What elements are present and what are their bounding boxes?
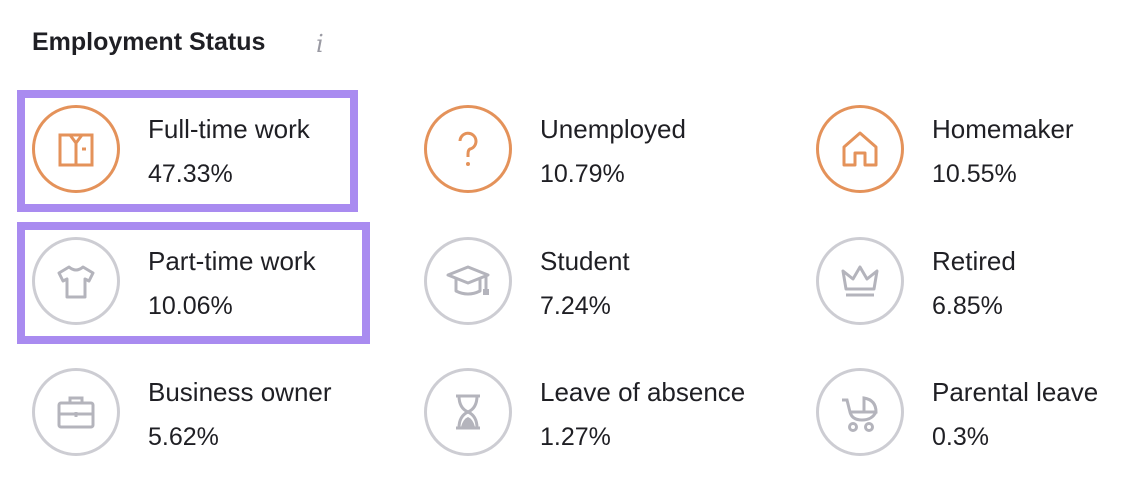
highlight-box-part-time <box>17 222 370 344</box>
status-percent: 1.27% <box>540 423 611 451</box>
info-icon[interactable]: i <box>316 30 324 58</box>
icon-circle <box>424 368 512 456</box>
shirt-icon <box>58 133 94 167</box>
status-percent: 6.85% <box>932 292 1003 320</box>
status-label: Part-time work <box>148 246 316 276</box>
status-label: Full-time work <box>148 114 310 144</box>
status-item: Leave of absence 1.27% <box>410 359 790 469</box>
briefcase-icon <box>57 396 95 429</box>
icon-circle <box>816 105 904 193</box>
status-percent: 10.06% <box>148 292 233 320</box>
status-percent: 7.24% <box>540 292 611 320</box>
tshirt-icon <box>57 265 95 299</box>
crown-icon <box>841 265 879 297</box>
status-label: Homemaker <box>932 114 1074 144</box>
question-icon <box>458 131 478 166</box>
status-item: Parental leave 0.3% <box>802 359 1147 469</box>
graduation-cap-icon <box>446 265 490 296</box>
status-item: Homemaker 10.55% <box>802 96 1147 206</box>
status-label: Business owner <box>148 377 332 407</box>
status-item: Unemployed 10.79% <box>410 96 790 206</box>
status-percent: 10.55% <box>932 160 1017 188</box>
status-label: Student <box>540 246 630 276</box>
icon-circle <box>32 368 120 456</box>
icon-circle <box>816 237 904 325</box>
status-percent: 10.79% <box>540 160 625 188</box>
icon-circle <box>424 105 512 193</box>
icon-circle <box>816 368 904 456</box>
status-percent: 47.33% <box>148 160 233 188</box>
status-item: Student 7.24% <box>410 228 790 338</box>
status-label: Parental leave <box>932 377 1099 407</box>
icon-circle <box>32 105 120 193</box>
icon-circle <box>32 237 120 325</box>
icon-circle <box>424 237 512 325</box>
status-item: Full-time work 47.33% <box>18 96 398 206</box>
status-label: Retired <box>932 246 1016 276</box>
section-title: Employment Status <box>32 28 266 56</box>
status-item: Part-time work 10.06% <box>18 228 398 338</box>
status-percent: 0.3% <box>932 423 989 451</box>
status-item: Business owner 5.62% <box>18 359 398 469</box>
status-label: Unemployed <box>540 114 686 144</box>
status-label: Leave of absence <box>540 377 746 407</box>
highlight-box-full-time <box>17 90 358 212</box>
status-item: Retired 6.85% <box>802 228 1147 338</box>
status-percent: 5.62% <box>148 423 219 451</box>
hourglass-icon <box>456 394 480 430</box>
stroller-icon <box>842 396 878 432</box>
house-icon <box>842 131 878 167</box>
